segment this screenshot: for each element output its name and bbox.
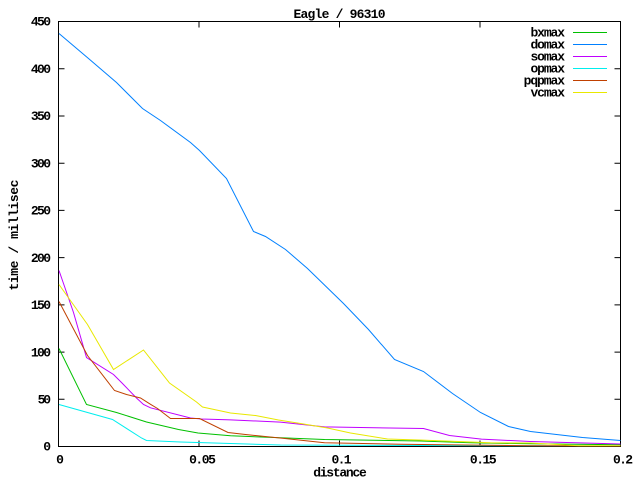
svg-text:pqpmax: pqpmax [524,74,566,89]
svg-text:150: 150 [31,298,51,313]
svg-text:domax: domax [531,38,566,53]
svg-text:400: 400 [31,62,51,77]
svg-text:0: 0 [56,452,64,467]
svg-text:opmax: opmax [531,62,566,77]
svg-text:450: 450 [31,15,51,30]
svg-text:200: 200 [31,251,51,266]
svg-text:time / millisec: time / millisec [7,179,22,290]
svg-text:distance: distance [313,466,367,480]
svg-text:100: 100 [31,345,51,360]
svg-text:0.05: 0.05 [189,452,216,467]
svg-text:0.15: 0.15 [470,452,497,467]
svg-text:bxmax: bxmax [531,26,566,41]
svg-text:vcmax: vcmax [531,86,566,101]
svg-text:somax: somax [531,50,566,65]
svg-text:Eagle / 96310: Eagle / 96310 [294,7,386,22]
svg-text:250: 250 [31,204,51,219]
svg-text:0.2: 0.2 [613,452,633,467]
svg-text:350: 350 [31,109,51,124]
svg-text:0: 0 [43,440,51,455]
svg-text:50: 50 [38,393,52,408]
svg-text:300: 300 [31,156,51,171]
svg-text:0.1: 0.1 [331,452,351,467]
